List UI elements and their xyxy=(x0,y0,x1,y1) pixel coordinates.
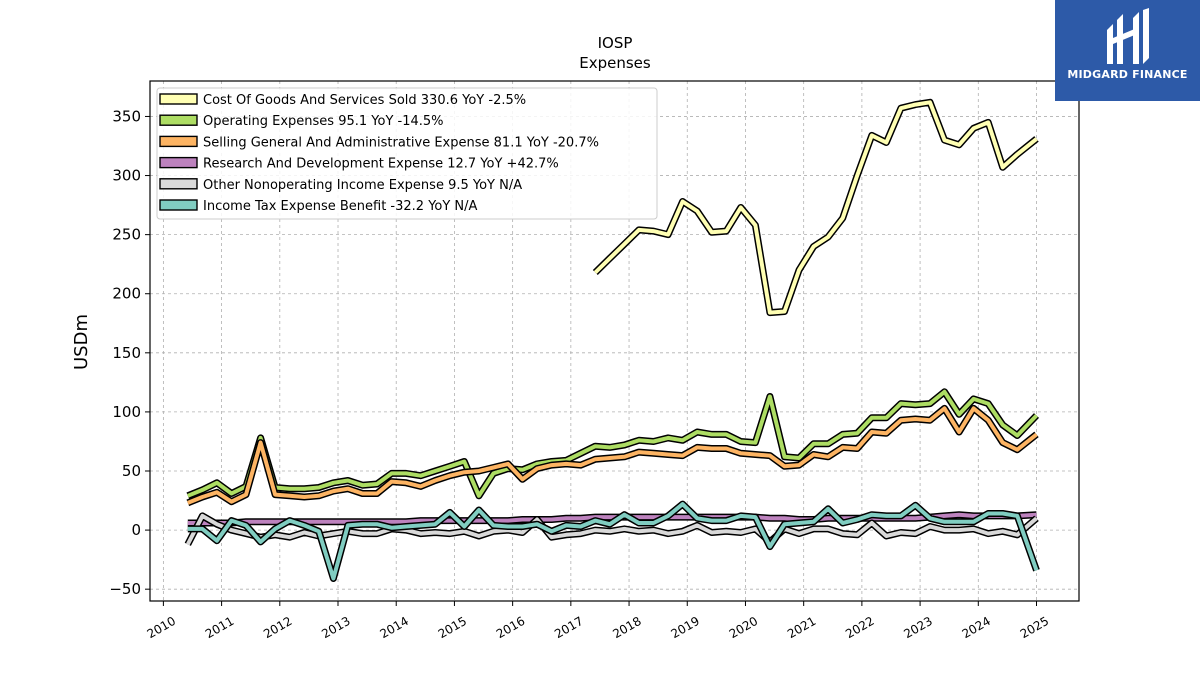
legend-entry: Other Nonoperating Income Expense 9.5 Yo… xyxy=(203,178,522,193)
series-line xyxy=(187,502,1039,581)
y-tick-label: 150 xyxy=(112,344,141,362)
y-tick-label: 300 xyxy=(112,167,141,185)
logo-mark-icon xyxy=(1107,8,1149,64)
y-tick-label: 0 xyxy=(131,521,141,539)
brand-logo: MIDGARD FINANCE xyxy=(1055,0,1200,101)
chart-title: IOSP xyxy=(598,34,633,52)
chart-subtitle: Expenses xyxy=(579,54,651,72)
legend-swatch xyxy=(159,114,198,126)
y-tick-label: 100 xyxy=(112,403,141,421)
legend-entry: Research And Development Expense 12.7 Yo… xyxy=(203,157,559,172)
legend-entry: Selling General And Administrative Expen… xyxy=(203,135,599,150)
series-line xyxy=(187,389,1038,498)
series-line xyxy=(187,406,1038,505)
series-line xyxy=(593,100,1038,315)
legend-entry: Operating Expenses 95.1 YoY -14.5% xyxy=(203,114,444,129)
y-tick-label: 350 xyxy=(112,107,141,125)
plot-frame xyxy=(149,80,1080,602)
y-tick-label: 50 xyxy=(122,462,141,480)
legend-swatch xyxy=(159,199,198,211)
legend-entry: Cost Of Goods And Services Sold 330.6 Yo… xyxy=(203,93,526,108)
brand-name: MIDGARD FINANCE xyxy=(1067,68,1188,81)
y-axis-label: USDm xyxy=(71,314,92,370)
legend-swatch xyxy=(159,93,198,105)
series-line xyxy=(186,513,1038,546)
legend-entry: Income Tax Expense Benefit -32.2 YoY N/A xyxy=(203,199,478,214)
y-tick-label: −50 xyxy=(109,580,141,598)
legend-swatch xyxy=(159,178,198,190)
y-tick-label: 200 xyxy=(112,285,141,303)
legend-swatch xyxy=(159,156,198,169)
y-tick-label: 250 xyxy=(112,226,141,244)
legend-swatch xyxy=(159,135,198,148)
series-lines xyxy=(184,98,1040,582)
legend-box xyxy=(156,87,658,220)
legend: Cost Of Goods And Services Sold 330.6 Yo… xyxy=(156,87,658,220)
